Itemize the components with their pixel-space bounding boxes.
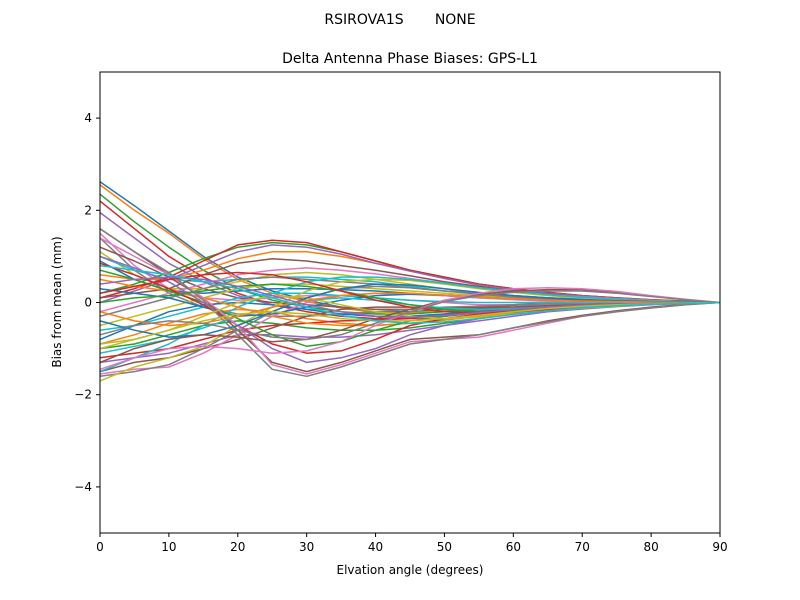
series-lines: [99, 181, 721, 382]
series-line-50: [99, 264, 721, 324]
y-tick-label: −4: [74, 480, 92, 494]
y-tick-label: 2: [84, 203, 92, 217]
series-line-46: [99, 288, 721, 364]
x-tick-label: 40: [368, 540, 383, 554]
x-tick-label: 50: [437, 540, 452, 554]
y-tick-label: 4: [84, 111, 92, 125]
chart-title: Delta Antenna Phase Biases: GPS-L1: [282, 51, 538, 67]
x-axis-label: Elvation angle (degrees): [337, 563, 484, 577]
series-line-38: [99, 228, 721, 378]
series-line-30: [99, 276, 721, 373]
y-tick-label: −2: [74, 388, 92, 402]
x-tick-label: 0: [96, 540, 104, 554]
y-axis-label: Bias from mean (mm): [50, 236, 64, 367]
x-tick-label: 80: [643, 540, 658, 554]
series-line-49: [99, 301, 721, 350]
x-tick-label: 30: [299, 540, 314, 554]
x-tick-label: 20: [230, 540, 245, 554]
y-axis-ticks: −4 −2 0 2 4: [74, 111, 100, 494]
x-axis-ticks: 0 10 20 30 40 50 60 70 80 90: [96, 533, 728, 554]
x-tick-label: 90: [712, 540, 727, 554]
y-tick-label: 0: [84, 296, 92, 310]
x-tick-label: 10: [161, 540, 176, 554]
figure-suptitle: RSIROVA1S NONE: [324, 12, 475, 28]
x-tick-label: 60: [506, 540, 521, 554]
suptitle-station: RSIROVA1S: [324, 12, 403, 28]
suptitle-radome: NONE: [435, 12, 476, 28]
series-line-48: [99, 290, 721, 341]
x-tick-label: 70: [575, 540, 590, 554]
